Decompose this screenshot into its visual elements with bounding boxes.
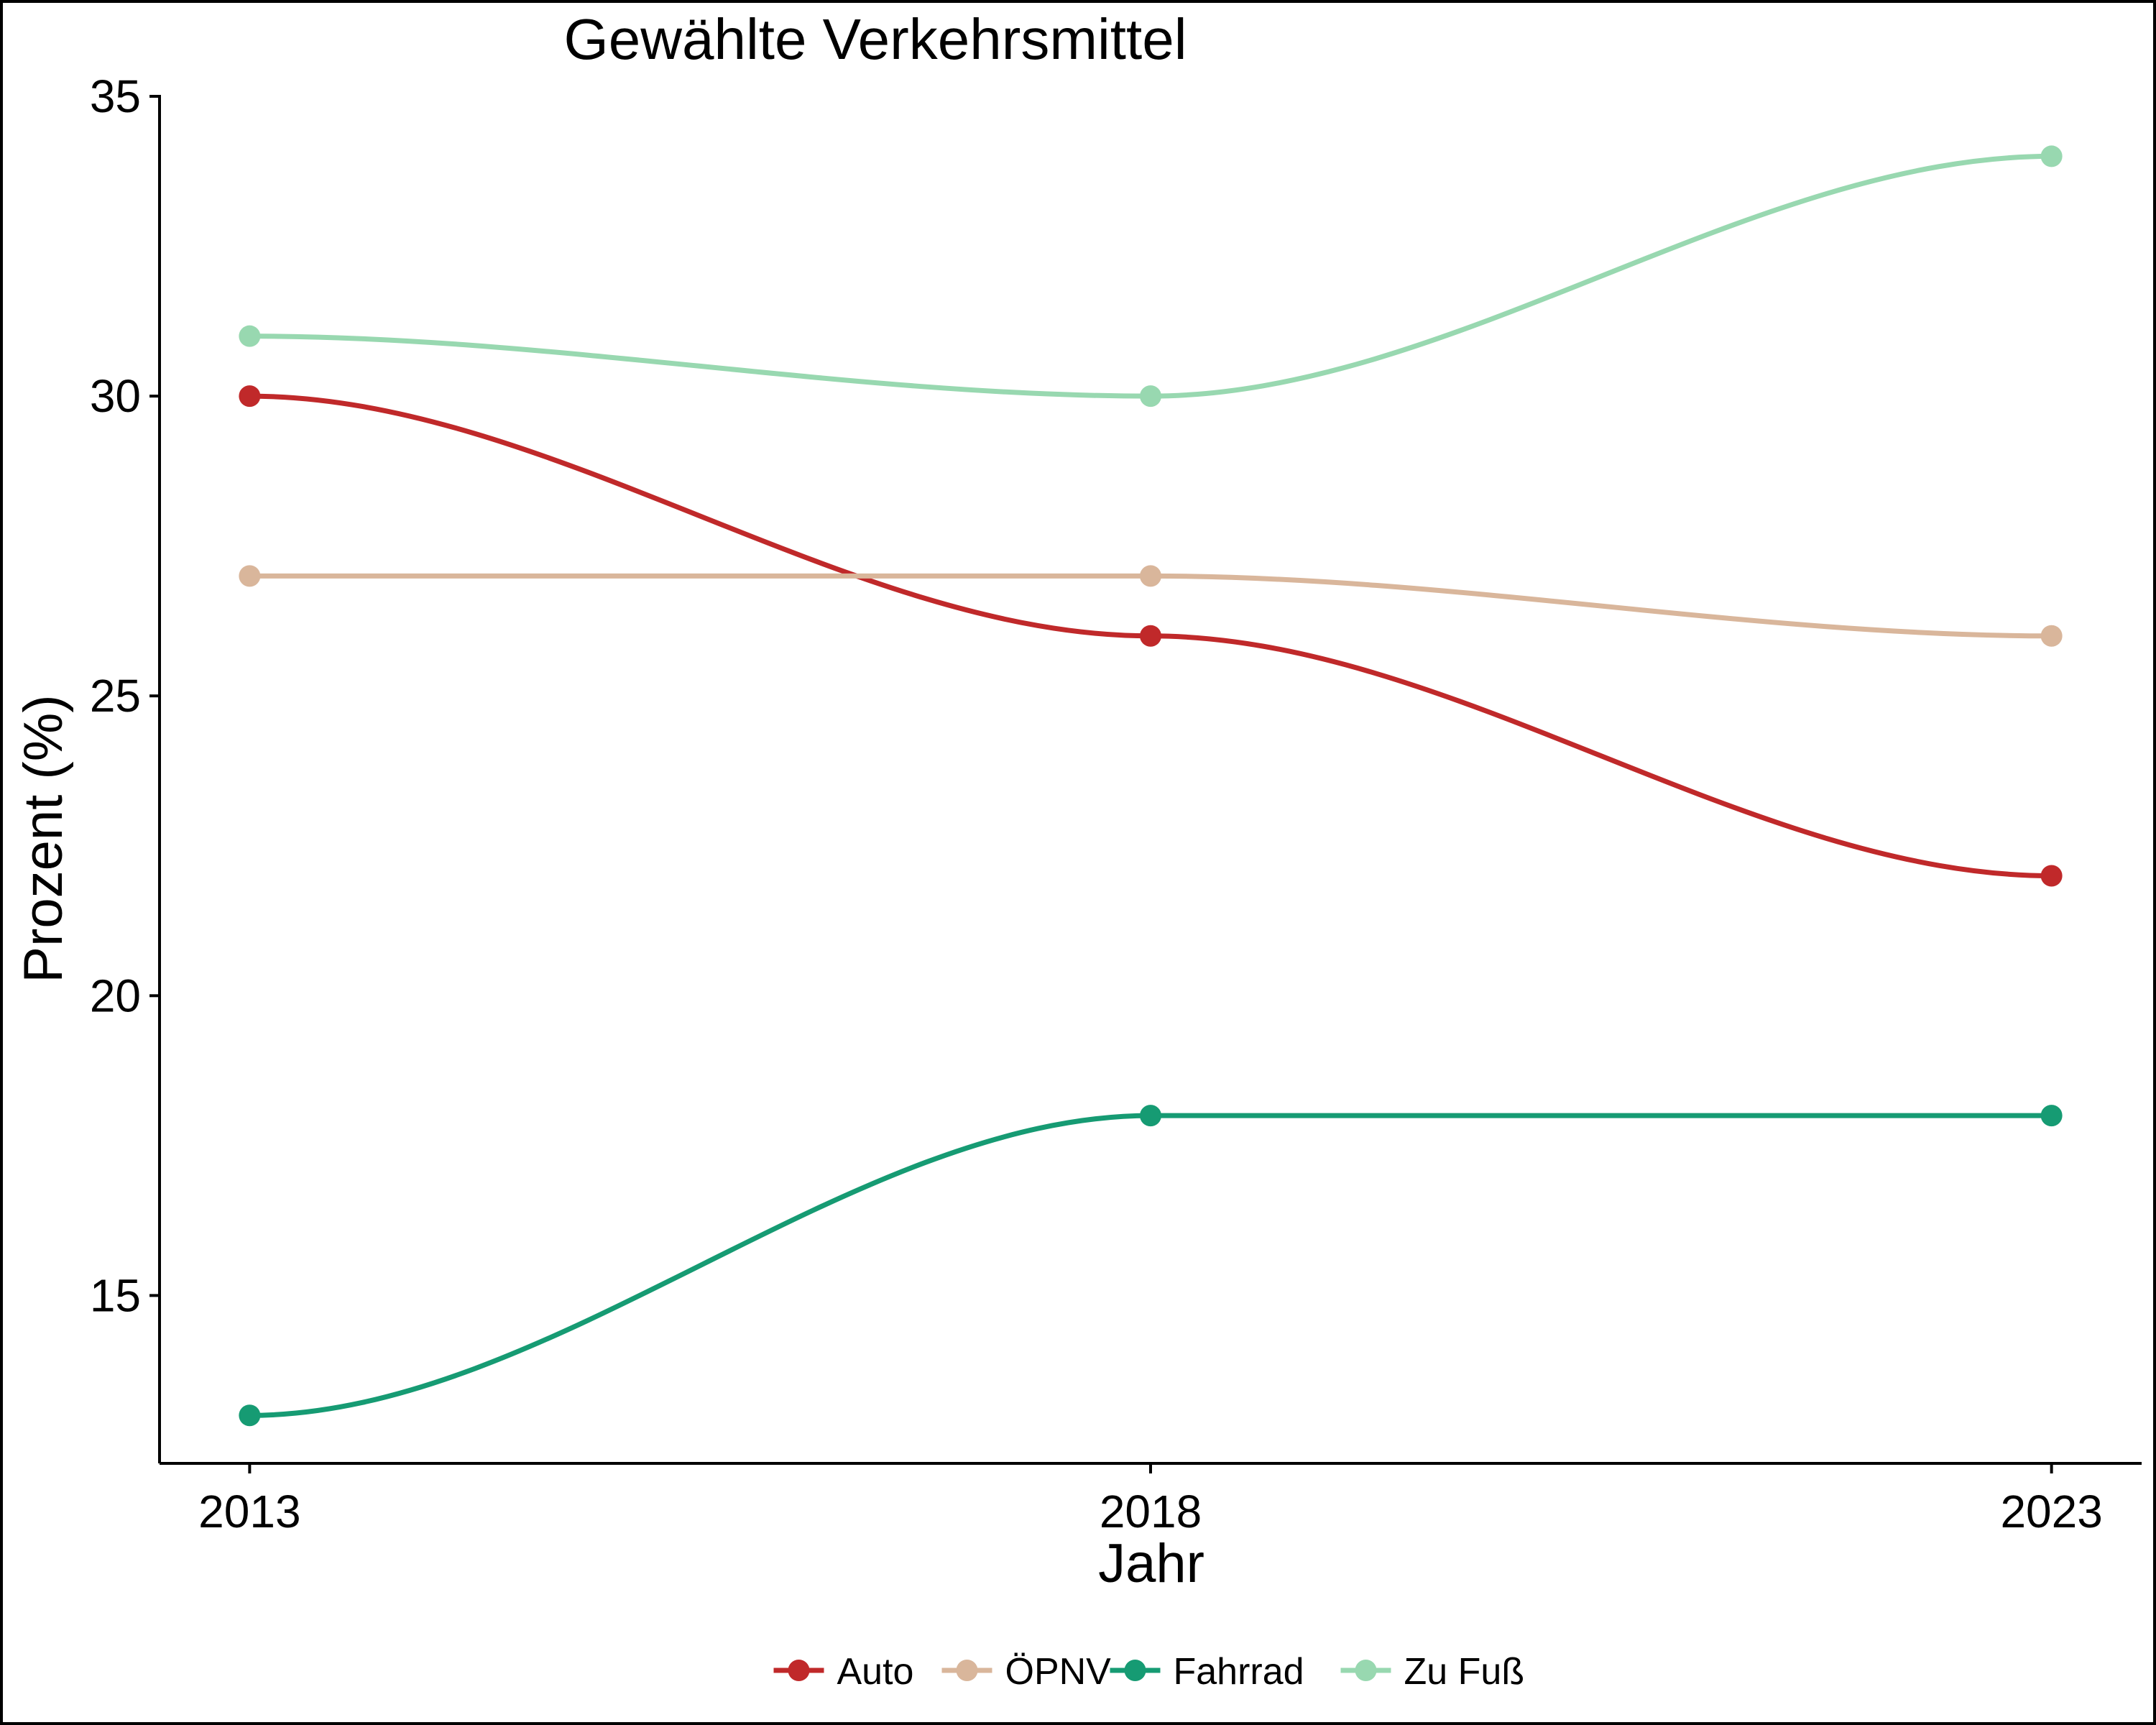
legend-item: ÖPNV [941, 1651, 1112, 1693]
line-chart: Gewählte Verkehrsmittel 15 20 25 30 35 2013 20… [13, 7, 2142, 1693]
legend-swatch-point [788, 1660, 810, 1681]
legend-swatch-point [1124, 1660, 1146, 1681]
legend-item: Fahrrad [1110, 1651, 1304, 1693]
legend: Auto ÖPNV Fahrrad Zu Fuß [773, 1651, 1525, 1693]
data-points [239, 145, 2063, 1427]
legend-item: Auto [773, 1651, 914, 1693]
data-point-auto [2040, 865, 2063, 887]
data-point-öpnv [1140, 565, 1161, 587]
data-point-zu-fuß [2040, 145, 2063, 167]
data-point-fahrrad [239, 1404, 261, 1427]
legend-swatch-point [1355, 1660, 1377, 1681]
legend-label: ÖPNV [1005, 1651, 1112, 1693]
y-tick-label: 35 [90, 70, 141, 122]
series-lines [247, 153, 2055, 1418]
data-point-öpnv [239, 565, 261, 587]
series-line-zu-fuß [247, 153, 2055, 399]
x-tick-label: 2023 [2000, 1486, 2102, 1537]
legend-label: Auto [837, 1651, 914, 1693]
data-point-auto [1140, 625, 1161, 647]
legend-label: Fahrrad [1174, 1651, 1304, 1693]
data-point-fahrrad [1140, 1105, 1161, 1127]
data-point-zu-fuß [239, 325, 261, 347]
legend-swatch-point [956, 1660, 978, 1681]
data-point-auto [239, 385, 261, 408]
legend-item: Zu Fuß [1340, 1651, 1525, 1693]
data-point-zu-fuß [1140, 385, 1161, 408]
chart-title: Gewählte Verkehrsmittel [563, 7, 1187, 71]
x-tick-label: 2018 [1100, 1486, 1202, 1537]
y-tick-label: 25 [90, 670, 141, 722]
y-tick-label: 30 [90, 370, 141, 422]
x-tick-label: 2013 [198, 1486, 300, 1537]
axes: 15 20 25 30 35 2013 2018 2023 [90, 70, 2142, 1537]
y-axis-title: Prozent (%) [13, 694, 74, 983]
data-point-fahrrad [2040, 1105, 2063, 1127]
x-axis-title: Jahr [1098, 1533, 1204, 1594]
legend-label: Zu Fuß [1404, 1651, 1525, 1693]
y-tick-label: 15 [90, 1269, 141, 1321]
y-tick-label: 20 [90, 970, 141, 1021]
series-line-fahrrad [247, 1113, 2055, 1418]
data-point-öpnv [2040, 625, 2063, 647]
